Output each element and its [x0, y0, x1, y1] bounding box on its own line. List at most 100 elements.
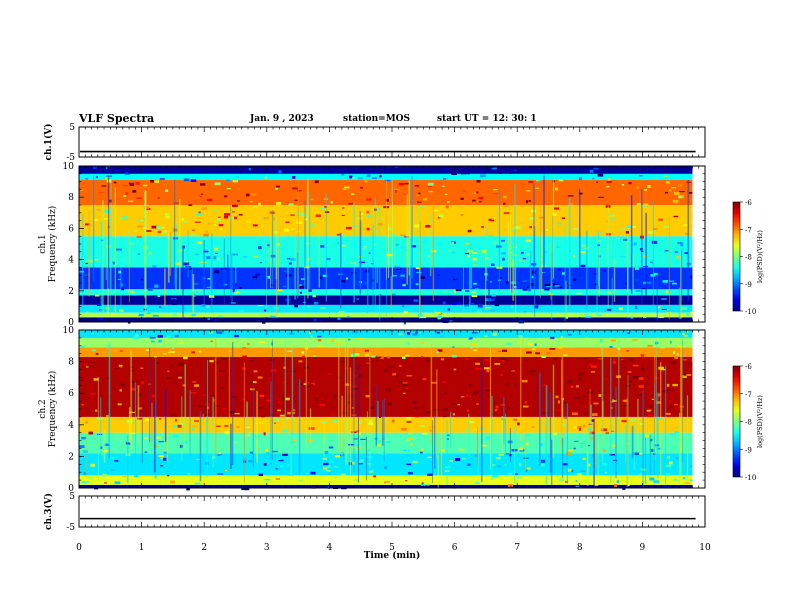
psd-striation: [488, 268, 490, 305]
psd-striation: [366, 411, 368, 449]
psd-cell: [177, 341, 184, 344]
date-label: Jan. 9 , 2023: [250, 114, 314, 124]
psd-cell: [289, 332, 294, 335]
psd-cell: [170, 480, 176, 484]
psd-cell: [527, 231, 533, 234]
psd-cell: [192, 381, 197, 383]
x-tick-label: 2: [201, 543, 207, 553]
psd-cell: [492, 332, 498, 336]
psd-striation: [215, 339, 217, 455]
psd-cell: [83, 472, 87, 476]
psd-cell: [191, 351, 195, 354]
psd-striation: [309, 192, 311, 289]
psd-cell: [597, 231, 603, 233]
psd-cell: [614, 261, 619, 264]
psd-cell: [543, 251, 548, 253]
psd-striation: [191, 251, 193, 313]
psd-cell: [476, 310, 482, 313]
psd-cell: [216, 425, 221, 427]
psd-cell: [572, 254, 576, 258]
psd-cell: [130, 432, 136, 435]
psd-cell: [128, 182, 134, 185]
psd-cell: [137, 171, 143, 174]
psd-cell: [470, 344, 477, 346]
psd-cell: [674, 426, 679, 429]
psd-cell: [255, 273, 260, 276]
psd-cell: [622, 359, 625, 362]
psd-cell: [276, 185, 280, 188]
x-tick-label: 5: [389, 543, 395, 553]
psd-cell: [635, 290, 641, 292]
psd-cell: [97, 317, 104, 321]
psd-cell: [439, 335, 444, 338]
colorbar-tick-label: -7: [745, 226, 752, 234]
psd-cell: [460, 396, 465, 398]
psd-cell: [682, 477, 686, 480]
psd-striation: [270, 213, 272, 288]
psd-cell: [579, 192, 583, 195]
psd-cell: [571, 412, 578, 416]
psd-cell: [246, 220, 252, 224]
psd-cell: [128, 242, 135, 245]
psd-cell: [575, 480, 578, 482]
psd-cell: [277, 409, 282, 412]
psd-cell: [194, 420, 200, 422]
psd-cell: [524, 401, 528, 404]
psd-cell: [156, 362, 160, 365]
psd-striation: [679, 412, 680, 483]
psd-striation: [585, 230, 588, 310]
psd-cell: [371, 177, 377, 179]
psd-cell: [611, 430, 615, 432]
psd-cell: [258, 202, 261, 206]
psd-cell: [290, 370, 297, 373]
psd-cell: [456, 302, 462, 305]
psd-cell: [104, 218, 110, 220]
psd-striation: [318, 228, 321, 288]
psd-cell: [481, 444, 487, 447]
psd-cell: [81, 404, 84, 406]
psd-cell: [527, 253, 530, 256]
psd-cell: [242, 347, 246, 350]
psd-cell: [680, 243, 684, 247]
psd-striation: [520, 339, 522, 441]
psd-cell: [465, 358, 470, 360]
psd-striation: [108, 342, 111, 448]
psd-cell: [421, 482, 424, 485]
psd-cell: [217, 473, 224, 475]
psd-cell: [414, 331, 418, 334]
psd-cell: [394, 166, 399, 168]
psd-cell: [160, 457, 164, 460]
psd-cell: [673, 192, 680, 195]
psd-cell: [396, 267, 402, 270]
psd-cell: [252, 276, 258, 279]
psd-striation: [550, 243, 552, 301]
psd-cell: [474, 264, 477, 266]
x-tick-label: 9: [640, 543, 646, 553]
psd-cell: [353, 374, 360, 377]
psd-cell: [366, 210, 370, 214]
psd-cell: [501, 349, 508, 352]
psd-cell: [218, 216, 221, 218]
psd-cell: [283, 366, 286, 369]
psd-cell: [364, 180, 368, 183]
psd-cell: [458, 448, 465, 451]
psd-cell: [445, 205, 449, 209]
psd-striation: [564, 225, 566, 322]
psd-cell: [580, 446, 583, 448]
psd-cell: [285, 392, 289, 394]
psd-cell: [344, 319, 348, 321]
psd-cell: [337, 233, 341, 236]
psd-cell: [116, 248, 122, 251]
psd-cell: [320, 320, 324, 322]
psd-cell: [240, 214, 246, 216]
psd-cell: [248, 168, 251, 171]
psd-cell: [203, 250, 209, 253]
psd-cell: [218, 224, 224, 227]
psd-cell: [672, 200, 679, 203]
psd-striation: [256, 391, 258, 463]
psd-cell: [565, 316, 569, 319]
psd-cell: [647, 345, 653, 347]
psd-cell: [259, 261, 263, 264]
psd-cell: [359, 374, 363, 377]
psd-cell: [661, 369, 666, 371]
